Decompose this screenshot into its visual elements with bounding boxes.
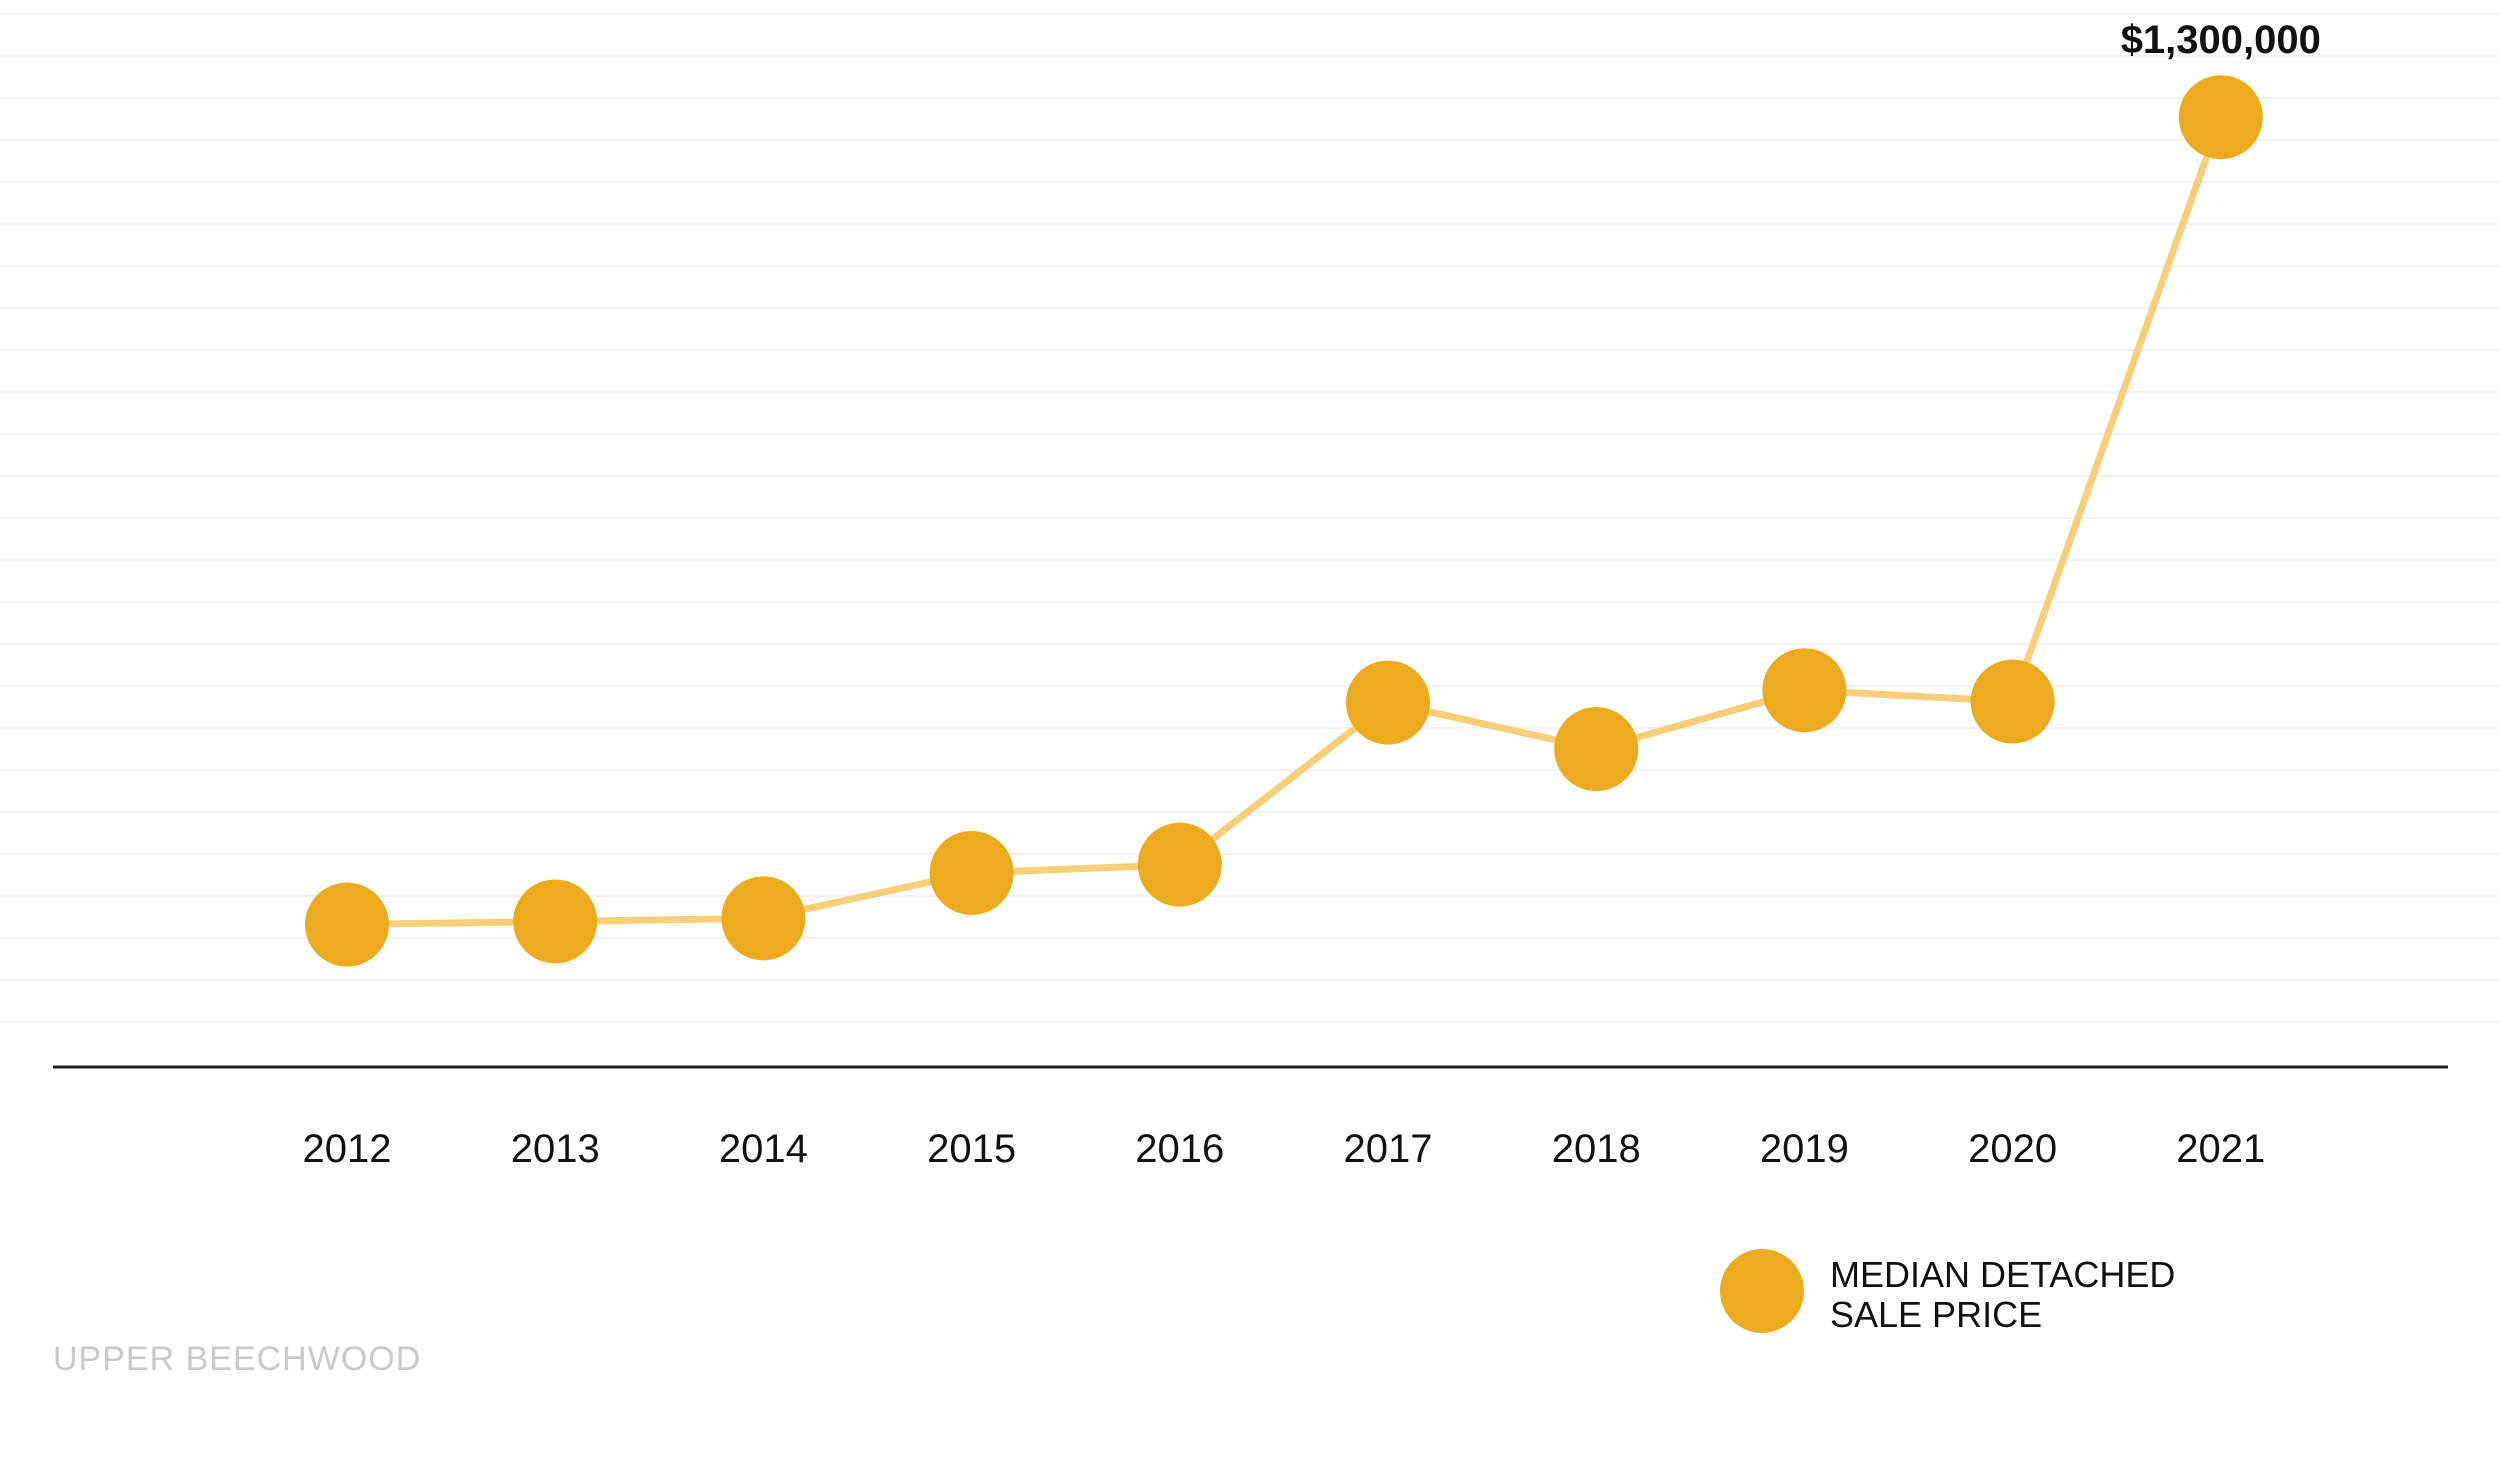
data-point-2018: [1554, 707, 1639, 792]
x-tick-label-2012: 2012: [303, 1127, 392, 1171]
labels: 2012 2013 2014 2015 2016 2017 2018 2019 2020 2021…: [303, 18, 2321, 1171]
data-point-2017: [1346, 660, 1430, 745]
data-point-2019: [1762, 648, 1847, 733]
x-tick-label-2013: 2013: [511, 1127, 600, 1171]
data-point-2021: [2178, 75, 2263, 160]
x-tick-label-2018: 2018: [1552, 1127, 1641, 1171]
data-point-2020: [1970, 659, 2055, 744]
legend-label-line-2: SALE PRICE: [1830, 1294, 2042, 1335]
legend-marker: [1720, 1249, 1804, 1333]
data-label-2021: $1,300,000: [2121, 18, 2321, 62]
x-tick-label-2016: 2016: [1135, 1127, 1224, 1171]
source-label: UPPER BEECHWOOD: [53, 1340, 421, 1378]
data-point-2015: [929, 830, 1014, 915]
x-tick-label-2020: 2020: [1968, 1127, 2057, 1171]
x-tick-label-2017: 2017: [1344, 1127, 1433, 1171]
data-point-2014: [721, 876, 806, 961]
series-line: [346, 116, 2225, 929]
series-median-detached-sale-price: [305, 75, 2263, 967]
x-tick-label-2021: 2021: [2176, 1127, 2265, 1171]
x-tick-label-2015: 2015: [927, 1127, 1016, 1171]
data-point-2016: [1137, 822, 1222, 907]
legend-label-line-1: MEDIAN DETACHED: [1830, 1254, 2175, 1295]
data-point-2013: [513, 879, 598, 964]
gridlines: [0, 13, 2501, 1023]
x-tick-label-2014: 2014: [719, 1127, 808, 1171]
data-point-2012: [305, 882, 389, 967]
x-tick-label-2019: 2019: [1760, 1127, 1849, 1171]
legend: MEDIAN DETACHED SALE PRICE: [1720, 1249, 2175, 1335]
